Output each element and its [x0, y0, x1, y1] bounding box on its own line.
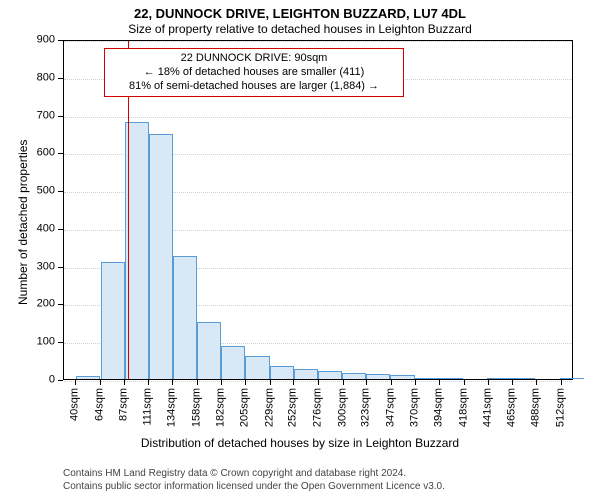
histogram-bar: [173, 256, 197, 379]
y-tick-label: 800: [37, 72, 55, 83]
histogram-bar: [76, 376, 100, 379]
gridline: [64, 117, 572, 118]
x-tick-label: 300sqm: [337, 388, 348, 427]
x-tick-label: 252sqm: [288, 388, 299, 427]
x-tick-label: 441sqm: [482, 388, 493, 427]
y-tick-label: 700: [37, 110, 55, 121]
x-tick-label: 394sqm: [434, 388, 445, 427]
x-tick-label: 205sqm: [239, 388, 250, 427]
histogram-bar: [487, 378, 511, 379]
x-tick-mark: [245, 380, 246, 385]
y-tick-label: 100: [37, 337, 55, 348]
attribution-line-1: Contains HM Land Registry data © Crown c…: [63, 468, 445, 481]
y-tick-label: 900: [37, 35, 55, 46]
x-tick-mark: [148, 380, 149, 385]
x-tick-mark: [172, 380, 173, 385]
x-tick-mark: [318, 380, 319, 385]
y-tick-label: 600: [37, 148, 55, 159]
x-tick-label: 488sqm: [530, 388, 541, 427]
x-tick-label: 40sqm: [70, 388, 81, 421]
histogram-bar: [439, 378, 463, 379]
histogram-bar: [149, 134, 173, 379]
x-tick-mark: [293, 380, 294, 385]
gridline: [64, 41, 572, 42]
histogram-bar: [342, 373, 366, 379]
x-tick-mark: [391, 380, 392, 385]
y-tick-mark: [58, 304, 63, 305]
x-tick-label: 134sqm: [166, 388, 177, 427]
x-tick-mark: [439, 380, 440, 385]
y-tick-mark: [58, 40, 63, 41]
y-tick-mark: [58, 153, 63, 154]
callout-line-3: 81% of semi-detached houses are larger (…: [111, 80, 397, 94]
x-tick-label: 276sqm: [313, 388, 324, 427]
histogram-bar: [511, 378, 535, 379]
y-tick-label: 300: [37, 261, 55, 272]
histogram-bar: [270, 366, 294, 379]
x-tick-mark: [343, 380, 344, 385]
y-tick-mark: [58, 380, 63, 381]
x-tick-mark: [124, 380, 125, 385]
x-tick-mark: [536, 380, 537, 385]
x-tick-mark: [270, 380, 271, 385]
x-tick-label: 323sqm: [361, 388, 372, 427]
chart-title-main: 22, DUNNOCK DRIVE, LEIGHTON BUZZARD, LU7…: [0, 6, 600, 21]
histogram-bar: [294, 369, 318, 379]
callout-line-1: 22 DUNNOCK DRIVE: 90sqm: [111, 52, 397, 66]
histogram-bar: [366, 374, 390, 379]
x-tick-mark: [512, 380, 513, 385]
x-tick-label: 347sqm: [386, 388, 397, 427]
x-tick-label: 111sqm: [143, 388, 154, 426]
x-axis-label: Distribution of detached houses by size …: [0, 436, 600, 450]
y-tick-mark: [58, 116, 63, 117]
x-tick-label: 158sqm: [191, 388, 202, 427]
y-tick-mark: [58, 267, 63, 268]
x-tick-mark: [488, 380, 489, 385]
x-tick-mark: [100, 380, 101, 385]
y-tick-mark: [58, 229, 63, 230]
x-tick-label: 465sqm: [507, 388, 518, 427]
x-tick-mark: [197, 380, 198, 385]
chart-title-sub: Size of property relative to detached ho…: [0, 22, 600, 36]
y-tick-mark: [58, 78, 63, 79]
x-tick-label: 418sqm: [459, 388, 470, 427]
histogram-bar: [221, 346, 245, 379]
callout-line-2: ← 18% of detached houses are smaller (41…: [111, 66, 397, 80]
x-tick-label: 87sqm: [118, 388, 129, 421]
x-tick-label: 182sqm: [216, 388, 227, 427]
x-tick-label: 229sqm: [264, 388, 275, 427]
histogram-bar: [390, 375, 414, 379]
y-tick-label: 0: [49, 375, 55, 386]
x-tick-mark: [75, 380, 76, 385]
chart-container: { "chart": { "type": "histogram", "title…: [0, 0, 600, 500]
histogram-bar: [197, 322, 221, 379]
histogram-bar: [318, 371, 342, 379]
attribution-text: Contains HM Land Registry data © Crown c…: [63, 468, 445, 493]
y-tick-mark: [58, 191, 63, 192]
y-tick-label: 500: [37, 186, 55, 197]
histogram-bar: [101, 262, 125, 379]
y-tick-label: 200: [37, 299, 55, 310]
y-axis-label: Number of detached properties: [16, 140, 30, 305]
y-tick-mark: [58, 342, 63, 343]
x-tick-mark: [464, 380, 465, 385]
x-tick-label: 512sqm: [555, 388, 566, 427]
x-tick-mark: [366, 380, 367, 385]
histogram-bar: [415, 378, 439, 380]
histogram-bar: [560, 378, 584, 379]
x-tick-mark: [221, 380, 222, 385]
x-tick-mark: [561, 380, 562, 385]
x-tick-mark: [415, 380, 416, 385]
callout-box: 22 DUNNOCK DRIVE: 90sqm ← 18% of detache…: [104, 48, 404, 97]
x-tick-label: 64sqm: [95, 388, 106, 421]
x-tick-label: 370sqm: [409, 388, 420, 427]
histogram-bar: [245, 356, 269, 379]
y-tick-label: 400: [37, 223, 55, 234]
attribution-line-2: Contains public sector information licen…: [63, 481, 445, 494]
